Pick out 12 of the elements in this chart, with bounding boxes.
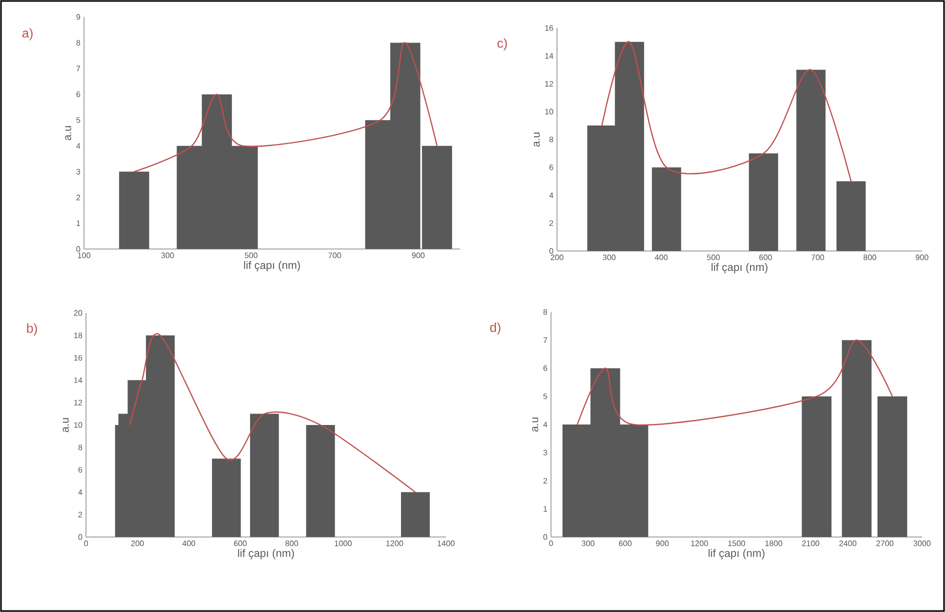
y-axis-title: a.u <box>532 418 538 432</box>
text: c) <box>497 38 507 50</box>
y-axis-title: a.u <box>65 126 72 140</box>
text: b) <box>27 323 37 336</box>
x-axis-title: lif çapı (nm) <box>244 260 300 272</box>
text: a) <box>22 28 33 40</box>
x-axis-title: lif çapı (nm) <box>712 262 768 274</box>
text: d) <box>490 322 500 335</box>
y-axis-title: a.u <box>62 418 69 432</box>
x-axis-title: lif çapı (nm) <box>708 548 764 560</box>
y-axis-title: a.u <box>534 132 540 147</box>
x-axis-title: lif çapı (nm) <box>238 548 294 560</box>
